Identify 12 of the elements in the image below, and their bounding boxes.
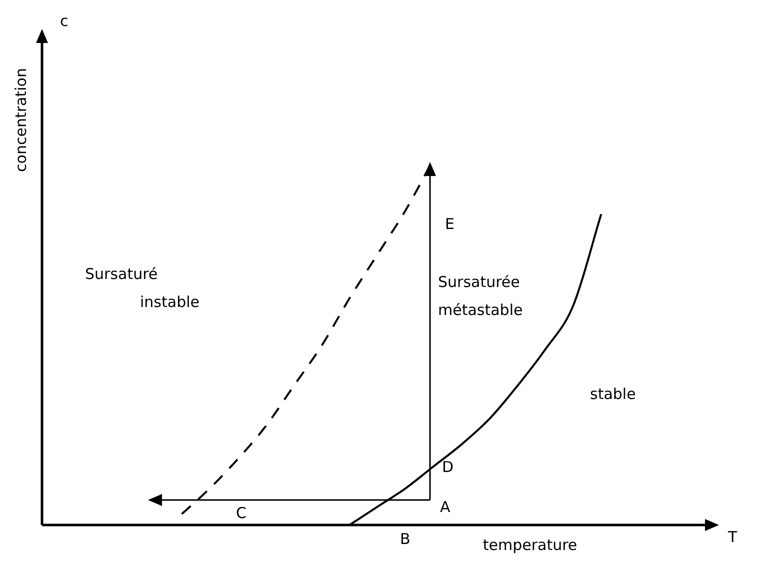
annotation: Sursaturée métastable	[438, 272, 523, 319]
annotation: D	[442, 458, 454, 476]
text: B	[400, 530, 410, 548]
annotation: C	[236, 504, 246, 522]
annotation: A	[440, 498, 451, 516]
annotation: E	[445, 214, 454, 233]
y-axis-title: concentration	[12, 68, 30, 172]
annotation: Sursaturé instable	[85, 264, 200, 311]
annotation: stable	[590, 384, 636, 403]
x-axis-title: temperature	[482, 536, 578, 554]
text: T	[727, 528, 738, 546]
text: c	[60, 12, 68, 30]
